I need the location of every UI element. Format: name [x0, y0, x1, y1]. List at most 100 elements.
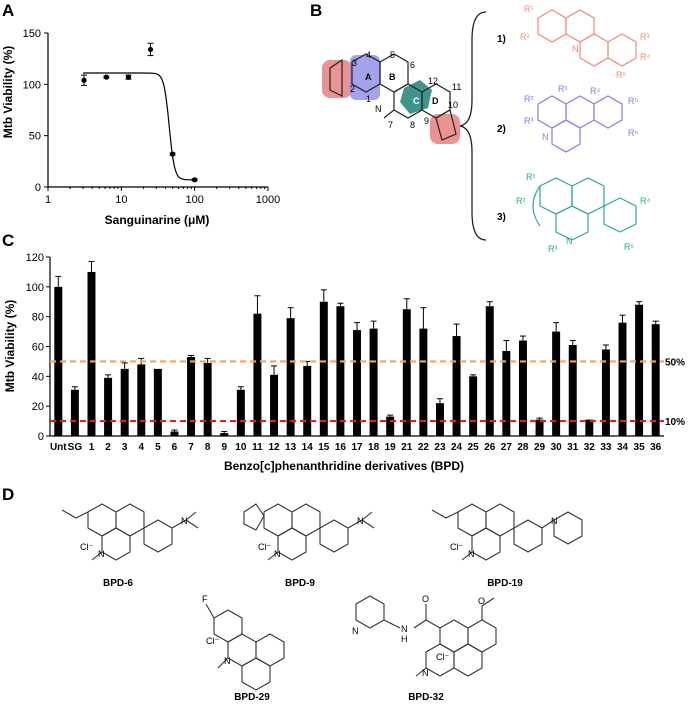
c-x-tick-label: 21: [401, 442, 413, 453]
c-bar: [153, 368, 162, 436]
atom-number-10: 10: [448, 100, 458, 110]
bpd-29-fluorine: F: [202, 594, 208, 604]
c-bar: [303, 365, 312, 436]
c-x-tick-label: 10: [235, 442, 247, 453]
c-x-tick-label: 15: [318, 442, 330, 453]
c-x-tick-label: 5: [155, 442, 161, 453]
c-x-tick-label: 8: [205, 442, 211, 453]
c-bar: [502, 350, 511, 436]
c-bar: [369, 328, 378, 436]
option-3-r4: R⁴: [640, 196, 650, 206]
structure-bpd-29: F N Cl⁻ BPD-29: [202, 594, 285, 703]
c-bar: [120, 368, 129, 436]
a-data-point: [192, 177, 198, 183]
atom-number-7: 7: [388, 120, 393, 130]
a-data-point: [125, 74, 132, 80]
option-2-r4: R⁴: [590, 86, 600, 96]
c-reference-label: 10%: [665, 417, 685, 428]
ring-label-d: D: [432, 96, 439, 106]
c-x-tick-label: 18: [368, 442, 380, 453]
atom-number-12: 12: [428, 76, 438, 86]
a-y-tick-label: 100: [23, 79, 41, 91]
c-bar: [651, 324, 660, 436]
bpd-19-counterion: Cl⁻: [450, 542, 463, 552]
c-y-tick-label: 120: [26, 252, 44, 264]
c-bar: [585, 419, 594, 436]
c-bar: [270, 374, 279, 436]
bpd-6-ring-n: N: [98, 549, 105, 559]
c-bar: [485, 306, 494, 436]
c-x-tick-label: 26: [484, 442, 496, 453]
c-x-tick-label: 31: [567, 442, 579, 453]
c-x-tick-label: 3: [122, 442, 128, 453]
ring-label-b: B: [389, 72, 396, 82]
c-bar: [618, 322, 627, 436]
c-x-axis-title: Benzo[c]phenanthridine derivatives (BPD): [224, 459, 464, 473]
bpd-6-amine-n: N: [181, 516, 188, 526]
structure-bpd-6: N N Cl⁻ BPD-6: [61, 503, 199, 589]
c-x-tick-label: 35: [634, 442, 646, 453]
bpd-6-counterion: Cl⁻: [80, 542, 93, 552]
c-y-tick-label: 0: [38, 431, 44, 443]
atom-number-4: 4: [366, 50, 371, 60]
c-x-tick-label: 33: [600, 442, 612, 453]
sanguinarine-skeleton: [329, 53, 457, 141]
c-bar: [87, 271, 96, 436]
option-3-n: N: [566, 236, 573, 246]
a-y-tick-label: 150: [23, 28, 41, 40]
panel-label-d: D: [2, 485, 14, 504]
c-bar: [635, 304, 644, 436]
c-bar: [203, 362, 212, 436]
c-x-tick-label: 16: [335, 442, 347, 453]
a-data-point: [81, 77, 87, 83]
bpd-32-label: BPD-32: [408, 692, 444, 702]
option-3-structure: [532, 177, 637, 241]
c-x-tick-label: 9: [221, 442, 227, 453]
bpd-29-ring-n: N: [224, 656, 231, 666]
c-bar: [236, 389, 245, 436]
c-x-tick-label: 30: [551, 442, 563, 453]
atom-number-11: 11: [452, 82, 461, 92]
a-x-tick-label: 10: [115, 194, 127, 206]
a-x-tick-label: 1: [45, 194, 51, 206]
a-y-tick-label: 0: [35, 182, 41, 194]
panel-label-c: C: [2, 231, 14, 250]
option-1-r1: R¹: [524, 4, 534, 14]
bpd-19-label: BPD-19: [487, 578, 523, 589]
c-x-tick-label: 23: [434, 442, 446, 453]
atom-number-2: 2: [350, 84, 355, 94]
ring-label-c: C: [413, 96, 420, 106]
option-3-r3: R³: [548, 244, 558, 254]
c-x-tick-label: 17: [351, 442, 363, 453]
c-y-tick-label: 100: [26, 282, 44, 294]
c-bar: [469, 376, 478, 436]
a-data-point: [169, 151, 176, 157]
c-bar: [535, 419, 544, 436]
structure-bpd-32: N H O O N N Cl⁻ BPD-32: [352, 594, 497, 703]
option-3-r5: R⁵: [624, 242, 634, 252]
c-bar: [104, 377, 113, 436]
ring-c-highlight: [400, 80, 432, 114]
panel-label-a: A: [2, 1, 14, 20]
c-x-tick-label: 22: [418, 442, 430, 453]
option-1-label: 1): [497, 34, 506, 45]
c-bar: [187, 356, 196, 436]
c-bar: [518, 340, 527, 436]
options-brace: [459, 11, 487, 241]
c-x-tick-label: 36: [650, 442, 662, 453]
option-2-label: 2): [497, 124, 506, 135]
dioxole-highlight-right: [430, 114, 460, 144]
atom-number-9: 9: [424, 116, 429, 126]
a-x-axis-title: Sanguinarine (μM): [105, 213, 210, 227]
c-x-tick-label: 14: [302, 442, 314, 453]
option-2-r3: R³: [524, 116, 534, 126]
c-bar: [286, 318, 295, 436]
c-y-tick-label: 20: [32, 401, 44, 413]
atom-number-8: 8: [410, 120, 415, 130]
option-1-r5: R⁵: [616, 70, 626, 80]
c-x-tick-label: 1: [89, 442, 95, 453]
atom-number-1: 1: [366, 94, 371, 104]
c-x-tick-label: 2: [105, 442, 111, 453]
compound-structures: N N Cl⁻ BPD-6 N N Cl⁻ BPD-9: [61, 503, 583, 703]
